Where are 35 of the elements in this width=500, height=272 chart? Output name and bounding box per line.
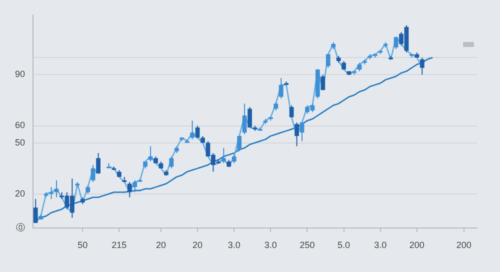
x-tick-label: 3.0 xyxy=(264,240,277,250)
x-tick-label: 20 xyxy=(192,240,203,250)
candlestick xyxy=(127,181,132,198)
x-tick-label: 50 xyxy=(78,240,88,250)
candlestick xyxy=(49,186,54,200)
x-tick-label: 20 xyxy=(156,240,166,250)
candlestick xyxy=(90,164,96,182)
candlestick xyxy=(248,106,252,128)
x-tick-label: 5.0 xyxy=(338,240,350,250)
candlestick xyxy=(326,54,330,68)
candlestick xyxy=(242,103,247,135)
y-tick-label: 90 xyxy=(14,69,25,80)
candlestick xyxy=(237,135,242,152)
candlestick xyxy=(169,156,174,169)
y-tick-label: 50 xyxy=(14,137,25,148)
candlestick xyxy=(420,57,424,76)
x-tick-label: 200 xyxy=(456,240,472,250)
x-tick-label: 250 xyxy=(300,240,315,250)
x-tick-label: 3.0 xyxy=(374,240,387,250)
candlestick xyxy=(148,146,153,162)
candlestick xyxy=(190,120,195,140)
candlestick xyxy=(96,152,100,174)
candlestick xyxy=(221,147,226,164)
x-tick-label: 200 xyxy=(409,240,424,250)
candlestick xyxy=(132,180,138,193)
candlestick xyxy=(278,78,284,99)
x-tick-label: 215 xyxy=(112,240,127,250)
x-tick-label: 3.0 xyxy=(228,240,240,250)
candlestick xyxy=(33,198,38,224)
y-tick-label: 60 xyxy=(14,120,25,130)
y-tick-label: ⓪ xyxy=(16,222,25,232)
y-tick-label: 20 xyxy=(14,188,25,198)
candlestick xyxy=(320,74,326,90)
candlestick xyxy=(294,122,299,147)
candlestick xyxy=(394,36,398,50)
